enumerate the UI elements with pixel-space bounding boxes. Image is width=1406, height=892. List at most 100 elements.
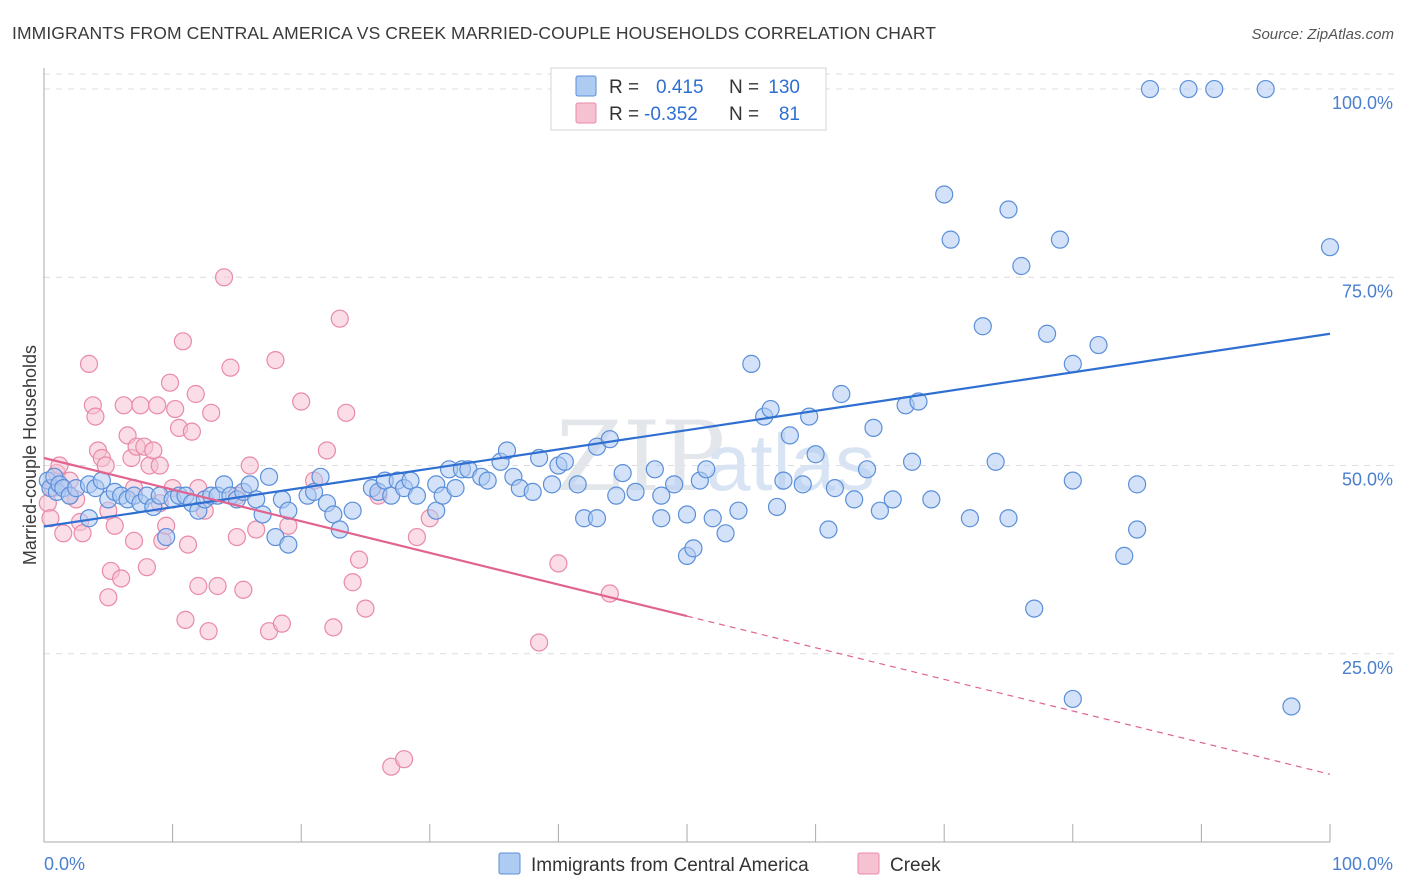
creek-point-38 bbox=[173, 332, 192, 351]
central-america-point-109 bbox=[864, 418, 883, 437]
creek-trend-line bbox=[43, 456, 688, 618]
central-america-point-130 bbox=[1089, 335, 1108, 355]
creek-point-77 bbox=[124, 531, 144, 550]
y-tick-label-75: 75.0% bbox=[1342, 281, 1393, 301]
central-america-point-74 bbox=[555, 452, 574, 471]
creek-point-20 bbox=[114, 396, 133, 415]
central-america-point-128 bbox=[1063, 471, 1082, 490]
creek-point-72 bbox=[530, 633, 549, 652]
central-america-point-134 bbox=[1140, 79, 1160, 99]
central-america-point-116 bbox=[935, 185, 954, 204]
central-america-point-103 bbox=[806, 445, 825, 464]
central-america-point-127 bbox=[1063, 354, 1082, 373]
central-america-point-98 bbox=[767, 497, 787, 517]
central-america-point-89 bbox=[684, 539, 703, 558]
central-america-point-99 bbox=[774, 471, 793, 490]
central-america-point-97 bbox=[761, 399, 780, 419]
creek-point-43 bbox=[189, 576, 208, 596]
creek-point-58 bbox=[292, 392, 311, 411]
central-america-point-46 bbox=[324, 505, 343, 524]
central-america-point-113 bbox=[902, 452, 922, 471]
central-america-points bbox=[38, 79, 1340, 716]
central-america-point-81 bbox=[613, 463, 632, 483]
central-america-point-120 bbox=[986, 452, 1005, 471]
creek-point-70 bbox=[407, 527, 427, 547]
creek-point-29 bbox=[144, 441, 163, 460]
central-america-point-78 bbox=[587, 509, 607, 528]
legend-n-value-blue: 130 bbox=[768, 77, 800, 98]
series-legend-label-blue: Immigrants from Central America bbox=[531, 855, 809, 876]
series-legend-swatch-blue bbox=[498, 852, 521, 875]
creek-point-12 bbox=[86, 407, 105, 426]
y-tick-label-100: 100.0% bbox=[1332, 93, 1393, 113]
central-america-point-118 bbox=[960, 509, 980, 528]
central-america-point-115 bbox=[922, 490, 941, 509]
creek-point-69 bbox=[394, 750, 414, 769]
creek-point-16 bbox=[99, 588, 118, 607]
creek-point-9 bbox=[73, 524, 92, 543]
central-america-point-114 bbox=[909, 392, 928, 411]
creek-point-50 bbox=[227, 527, 246, 547]
central-america-point-87 bbox=[677, 505, 697, 524]
creek-point-39 bbox=[176, 610, 195, 629]
creek-point-62 bbox=[330, 309, 349, 328]
central-america-point-136 bbox=[1205, 79, 1224, 99]
chart-title: IMMIGRANTS FROM CENTRAL AMERICA VS CREEK… bbox=[12, 23, 936, 43]
creek-point-65 bbox=[349, 550, 369, 569]
stats-legend: R = 0.415 N = 130 R = -0.352 N = 81 bbox=[550, 67, 827, 131]
central-america-point-133 bbox=[1127, 475, 1147, 494]
series-legend: Immigrants from Central America Creek bbox=[498, 852, 941, 876]
central-america-point-83 bbox=[645, 460, 664, 479]
series-legend-swatch-pink bbox=[857, 852, 880, 875]
central-america-point-124 bbox=[1025, 599, 1044, 618]
central-america-point-117 bbox=[941, 230, 960, 249]
creek-point-1 bbox=[41, 509, 60, 528]
creek-point-63 bbox=[337, 403, 356, 422]
legend-swatch-blue bbox=[575, 75, 597, 97]
trend-lines bbox=[43, 332, 1331, 775]
creek-point-30 bbox=[148, 396, 167, 415]
creek-point-48 bbox=[214, 268, 234, 287]
legend-r-value-pink: -0.352 bbox=[644, 104, 698, 125]
creek-point-47 bbox=[208, 576, 227, 596]
y-tick-label-50: 50.0% bbox=[1342, 470, 1393, 490]
creek-point-5 bbox=[54, 524, 73, 543]
central-america-point-123 bbox=[1012, 256, 1031, 276]
creek-point-40 bbox=[178, 535, 198, 554]
x-tick-label-max: 100.0% bbox=[1332, 854, 1393, 874]
central-america-point-106 bbox=[832, 384, 851, 404]
creek-point-46 bbox=[202, 403, 221, 422]
central-america-point-82 bbox=[626, 482, 645, 501]
legend-r-value-blue: 0.415 bbox=[656, 77, 704, 98]
central-america-point-121 bbox=[999, 200, 1018, 219]
central-america-point-101 bbox=[793, 475, 812, 494]
creek-point-45 bbox=[199, 622, 218, 641]
creek-point-31 bbox=[150, 456, 169, 475]
series-legend-label-pink: Creek bbox=[890, 855, 941, 876]
creek-point-56 bbox=[272, 614, 292, 633]
legend-r-label-blue: R = bbox=[609, 77, 639, 98]
creek-point-18 bbox=[105, 516, 124, 535]
central-america-point-57 bbox=[427, 501, 446, 520]
central-america-point-36 bbox=[253, 505, 272, 524]
central-america-point-139 bbox=[1320, 238, 1340, 257]
central-america-point-85 bbox=[652, 509, 671, 528]
central-america-point-86 bbox=[665, 475, 684, 494]
central-america-point-75 bbox=[568, 475, 587, 494]
creek-point-51 bbox=[234, 580, 253, 599]
creek-trend-line-extrapolated bbox=[686, 615, 1331, 775]
legend-r-label-pink: R = bbox=[609, 104, 639, 125]
central-america-point-100 bbox=[780, 426, 799, 445]
central-america-point-111 bbox=[883, 490, 902, 509]
legend-swatch-pink bbox=[575, 102, 597, 124]
central-america-point-95 bbox=[742, 354, 761, 373]
creek-point-64 bbox=[343, 573, 362, 592]
central-america-point-34 bbox=[240, 475, 259, 494]
central-america-point-55 bbox=[401, 471, 420, 490]
central-america-point-37 bbox=[259, 467, 279, 486]
creek-point-41 bbox=[182, 422, 201, 441]
y-axis-label: Married-couple Households bbox=[20, 345, 40, 565]
central-america-point-72 bbox=[542, 475, 562, 494]
central-america-point-131 bbox=[1115, 546, 1134, 565]
creek-point-10 bbox=[79, 354, 99, 373]
